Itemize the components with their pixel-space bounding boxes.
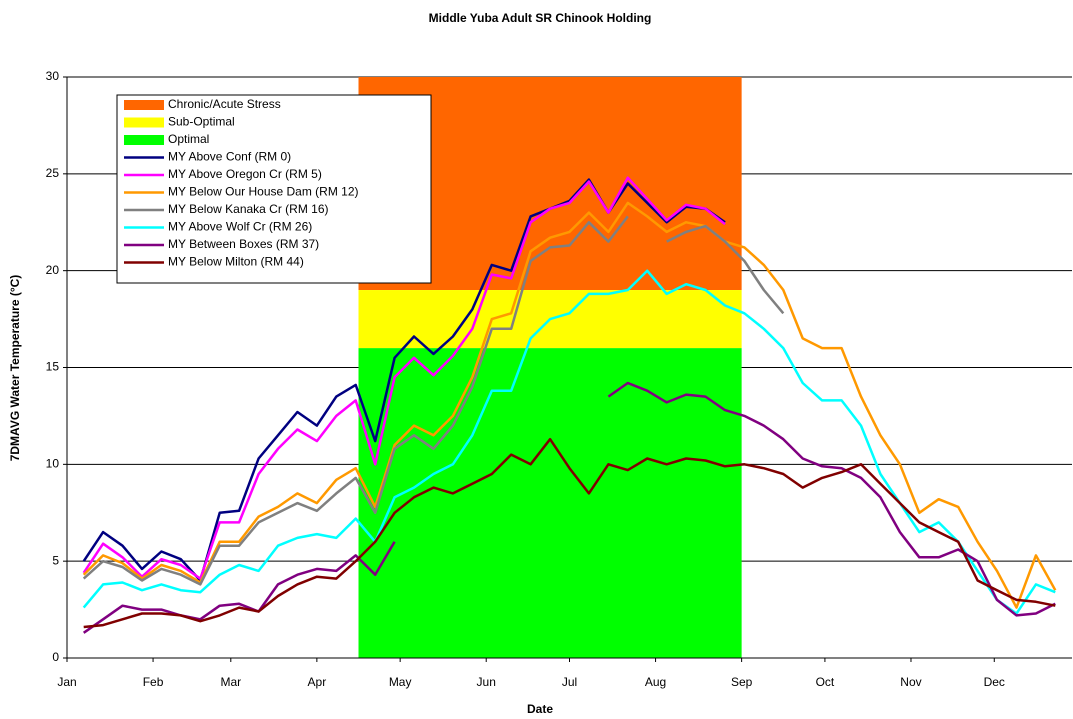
legend-box xyxy=(116,94,432,284)
legend-swatch xyxy=(124,117,164,128)
x-tick-label: Sep xyxy=(731,675,753,689)
legend-label: Sub-Optimal xyxy=(168,115,235,129)
x-tick-label: Mar xyxy=(220,675,241,689)
x-tick-label: Feb xyxy=(143,675,164,689)
x-tick-label: Jul xyxy=(562,675,577,689)
legend-label: MY Below Milton (RM 44) xyxy=(168,255,304,269)
x-tick-label: Nov xyxy=(900,675,921,689)
legend-label: MY Above Wolf Cr (RM 26) xyxy=(168,220,312,234)
legend-label: MY Above Oregon Cr (RM 5) xyxy=(168,167,322,181)
x-tick-label: Aug xyxy=(645,675,666,689)
x-axis-label: Date xyxy=(527,702,553,716)
series-line xyxy=(83,437,1056,629)
series-line xyxy=(82,201,1057,609)
y-tick-label: 10 xyxy=(46,457,60,471)
legend-label: MY Above Conf (RM 0) xyxy=(168,150,291,164)
x-tick-label: Jun xyxy=(477,675,496,689)
y-tick-label: 20 xyxy=(46,263,60,277)
x-tick-label: May xyxy=(389,675,412,689)
x-tick-label: Jan xyxy=(57,675,76,689)
series-line xyxy=(82,176,726,580)
y-tick-label: 0 xyxy=(52,650,59,664)
legend-label: MY Below Our House Dam (RM 12) xyxy=(168,185,359,199)
x-tick-label: Apr xyxy=(308,675,327,689)
chart-title: Middle Yuba Adult SR Chinook Holding xyxy=(429,11,652,25)
x-tick-label: Dec xyxy=(984,675,1005,689)
y-axis-label: 7DMAVG Water Temperature (°C) xyxy=(8,275,22,462)
y-tick-label: 25 xyxy=(46,166,60,180)
series-line xyxy=(82,178,726,582)
x-tick-label: Oct xyxy=(816,675,835,689)
y-tick-label: 15 xyxy=(46,360,60,374)
series-line xyxy=(82,269,1056,615)
legend-label: MY Below Kanaka Cr (RM 16) xyxy=(168,202,329,216)
legend-swatch xyxy=(124,135,164,145)
band xyxy=(358,348,742,658)
y-tick-label: 30 xyxy=(46,69,60,83)
legend-swatch xyxy=(124,100,164,110)
series-line xyxy=(82,381,1056,634)
legend-label: Chronic/Acute Stress xyxy=(168,97,281,111)
legend-label: Optimal xyxy=(168,132,209,146)
legend-label: MY Between Boxes (RM 37) xyxy=(168,237,319,251)
y-tick-label: 5 xyxy=(52,553,59,567)
series-line xyxy=(82,215,785,586)
